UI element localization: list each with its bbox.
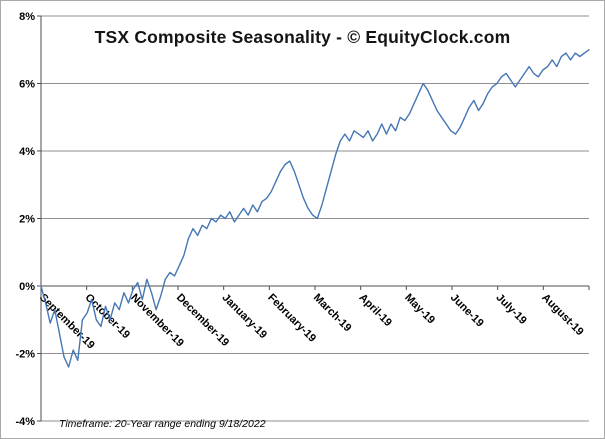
svg-text:2%: 2% [19, 214, 35, 226]
svg-text:0%: 0% [19, 281, 35, 293]
timeframe-note: Timeframe: 20-Year range ending 9/18/202… [59, 418, 266, 430]
svg-text:8%: 8% [19, 11, 35, 23]
svg-text:October-19: October-19 [83, 292, 133, 342]
svg-text:May-19: May-19 [402, 292, 437, 327]
svg-text:July-19: July-19 [494, 292, 529, 327]
svg-text:4%: 4% [19, 146, 35, 158]
svg-text:-2%: -2% [15, 349, 35, 361]
svg-text:March-19: March-19 [311, 292, 354, 335]
svg-text:August-19: August-19 [539, 292, 586, 339]
svg-text:June-19: June-19 [448, 292, 486, 330]
svg-text:-4%: -4% [15, 416, 35, 428]
svg-text:February-19: February-19 [265, 292, 318, 345]
svg-text:January-19: January-19 [220, 292, 270, 342]
svg-text:April-19: April-19 [357, 292, 394, 329]
svg-text:6%: 6% [19, 79, 35, 91]
